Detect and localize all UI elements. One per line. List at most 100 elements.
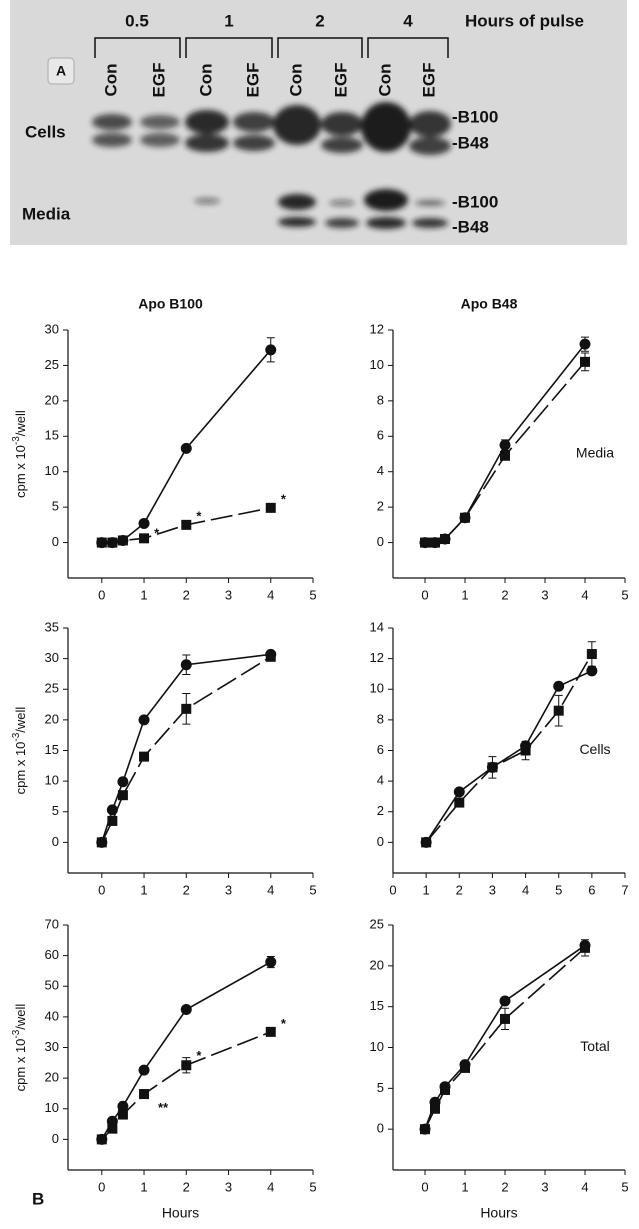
x-tick-label: 2: [456, 882, 463, 897]
y-tick-label: 25: [45, 357, 59, 372]
data-point: [420, 1124, 430, 1134]
x-tick-label: 5: [309, 882, 316, 897]
lane-label: Con: [196, 63, 215, 96]
data-point: [454, 786, 465, 797]
series-line: [102, 1032, 271, 1139]
side-label: Media: [576, 445, 614, 461]
y-tick-label: 15: [45, 428, 59, 443]
y-tick-label: 20: [45, 1070, 59, 1085]
y-tick-label: 60: [45, 947, 59, 962]
data-point: [181, 1060, 191, 1070]
data-point: [181, 704, 191, 714]
y-tick-label: 40: [45, 1008, 59, 1023]
y-axis-label: cpm x 10-3/well: [11, 1004, 29, 1092]
data-point: [118, 790, 128, 800]
y-tick-label: 4: [377, 773, 384, 788]
y-label-suffix: /well: [13, 707, 28, 733]
x-axis-label: Hours: [162, 1205, 199, 1221]
x-tick-label: 3: [489, 882, 496, 897]
y-tick-label: 10: [45, 463, 59, 478]
x-tick-label: 3: [225, 587, 232, 602]
data-point: [117, 776, 128, 787]
data-point: [139, 518, 150, 529]
y-tick-label: 30: [45, 650, 59, 665]
band-label: -B100: [452, 192, 498, 211]
x-tick-label: 0: [98, 587, 105, 602]
y-axis-label: cpm x 10-3/well: [11, 410, 29, 498]
y-tick-label: 25: [370, 916, 384, 931]
band-label: -B48: [452, 217, 489, 236]
data-point: [500, 440, 511, 451]
x-tick-label: 7: [621, 882, 628, 897]
data-point: [139, 533, 149, 543]
data-point: [553, 681, 564, 692]
data-point: [440, 1085, 450, 1095]
side-label: Total: [580, 1038, 610, 1054]
chart: 05101520253035012345cpm x 10-3/well: [11, 619, 317, 897]
band-label: -B100: [452, 107, 498, 126]
x-tick-label: 5: [621, 587, 628, 602]
hours-title: Hours of pulse: [465, 11, 584, 30]
data-point: [265, 957, 276, 968]
x-tick-label: 0: [389, 882, 396, 897]
data-point: [97, 837, 107, 847]
y-tick-label: 0: [52, 1131, 59, 1146]
lane-label: Con: [286, 63, 305, 96]
lane-label: EGF: [243, 63, 262, 98]
x-tick-label: 2: [183, 1179, 190, 1194]
y-tick-label: 8: [377, 711, 384, 726]
data-point: [487, 762, 497, 772]
y-tick-label: 0: [377, 834, 384, 849]
side-label: Cells: [579, 741, 610, 757]
y-tick-label: 2: [377, 499, 384, 514]
annotation: *: [196, 1048, 202, 1063]
y-tick-label: 25: [45, 681, 59, 696]
y-tick-label: 5: [52, 499, 59, 514]
x-tick-label: 0: [421, 1179, 428, 1194]
data-point: [580, 357, 590, 367]
x-tick-label: 1: [140, 882, 147, 897]
y-tick-label: 5: [52, 803, 59, 818]
panel-label: A: [56, 63, 66, 79]
x-tick-label: 5: [309, 1179, 316, 1194]
data-point: [421, 837, 431, 847]
y-axis-label: cpm x 10-3/well: [11, 707, 29, 795]
y-tick-label: 70: [45, 916, 59, 931]
band-label: -B48: [452, 133, 489, 152]
annotation: **: [158, 1100, 169, 1115]
lane-label: Con: [375, 63, 394, 96]
x-tick-label: 3: [541, 1179, 548, 1194]
chart: 010203040506070012345Hourscpm x 10-3/wel…: [11, 916, 317, 1220]
data-point: [266, 503, 276, 513]
x-tick-label: 4: [267, 882, 274, 897]
x-tick-label: 3: [225, 882, 232, 897]
y-label-text: cpm x 10: [13, 742, 28, 795]
x-tick-label: 2: [501, 1179, 508, 1194]
time-label: 4: [403, 11, 413, 30]
lane-label: EGF: [419, 63, 438, 98]
annotation: *: [281, 1016, 287, 1031]
x-tick-label: 4: [267, 587, 274, 602]
y-tick-label: 6: [377, 742, 384, 757]
y-tick-label: 10: [45, 773, 59, 788]
x-tick-label: 3: [225, 1179, 232, 1194]
y-tick-label: 8: [377, 392, 384, 407]
figure: 0.5 1 2 4 Hours of pulse A Con EGF Con EGF C…: [0, 0, 639, 1229]
data-point: [460, 513, 470, 523]
y-tick-label: 30: [45, 321, 59, 336]
annotation: *: [281, 491, 287, 506]
data-point: [500, 451, 510, 461]
x-tick-label: 6: [588, 882, 595, 897]
y-tick-label: 0: [377, 1121, 384, 1136]
time-label: 0.5: [125, 11, 149, 30]
y-tick-label: 12: [370, 650, 384, 665]
lane-label: EGF: [331, 63, 350, 98]
data-point: [580, 943, 590, 953]
data-point: [454, 798, 464, 808]
y-tick-label: 4: [377, 463, 384, 478]
x-tick-label: 1: [461, 587, 468, 602]
y-tick-label: 10: [370, 357, 384, 372]
y-tick-label: 50: [45, 978, 59, 993]
